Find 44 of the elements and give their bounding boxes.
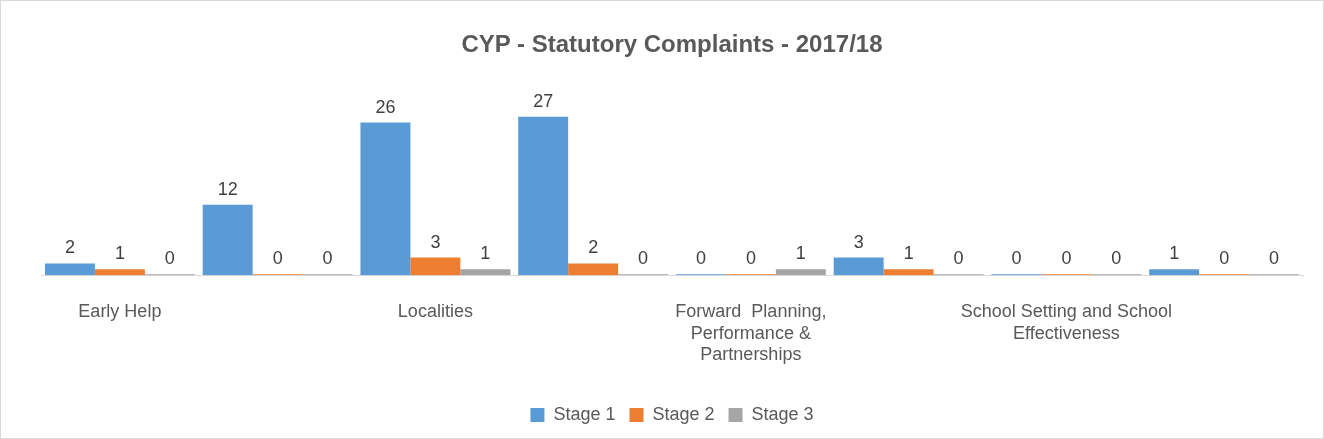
bar bbox=[360, 122, 411, 276]
data-label: 0 bbox=[1061, 248, 1072, 269]
data-label: 0 bbox=[695, 248, 706, 269]
bar bbox=[833, 257, 884, 276]
data-label: 1 bbox=[480, 243, 491, 264]
bar bbox=[202, 204, 253, 276]
bar bbox=[883, 269, 934, 276]
data-label: 0 bbox=[1011, 248, 1022, 269]
bar bbox=[44, 263, 95, 276]
x-tick-label: Forward Planning, Performance & Partnerships bbox=[675, 300, 827, 365]
bar bbox=[518, 116, 569, 276]
data-label: 0 bbox=[272, 248, 283, 269]
data-label: 0 bbox=[1269, 248, 1280, 269]
data-label: 0 bbox=[1111, 248, 1122, 269]
bar bbox=[410, 257, 461, 276]
data-label: 1 bbox=[903, 243, 914, 264]
legend-label: Stage 3 bbox=[751, 403, 814, 424]
legend-label: Stage 2 bbox=[652, 403, 715, 424]
x-tick-label: School Setting and School Effectiveness bbox=[960, 300, 1172, 343]
x-tick-label: Localities bbox=[397, 300, 473, 321]
data-label: 3 bbox=[430, 231, 441, 252]
bar bbox=[775, 269, 826, 276]
bar bbox=[1149, 269, 1200, 276]
data-label: 27 bbox=[533, 90, 554, 111]
data-label: 0 bbox=[638, 248, 649, 269]
data-label: 0 bbox=[745, 248, 756, 269]
chart-title: CYP - Statutory Complaints - 2017/18 bbox=[461, 30, 883, 58]
x-tick-label: Early Help bbox=[78, 300, 162, 321]
data-label: 0 bbox=[164, 248, 175, 269]
data-label: 1 bbox=[114, 243, 125, 264]
data-label: 0 bbox=[322, 248, 333, 269]
data-label: 2 bbox=[64, 237, 75, 258]
bar bbox=[568, 263, 619, 276]
data-label: 26 bbox=[375, 96, 396, 117]
data-label: 0 bbox=[953, 248, 964, 269]
data-label: 0 bbox=[1219, 248, 1230, 269]
data-label: 12 bbox=[217, 178, 238, 199]
data-label: 3 bbox=[853, 231, 864, 252]
legend-label: Stage 1 bbox=[553, 403, 616, 424]
data-label: 1 bbox=[795, 243, 806, 264]
bar bbox=[94, 269, 145, 276]
data-label: 2 bbox=[588, 237, 599, 258]
bar bbox=[460, 269, 511, 276]
data-label: 1 bbox=[1169, 243, 1180, 264]
